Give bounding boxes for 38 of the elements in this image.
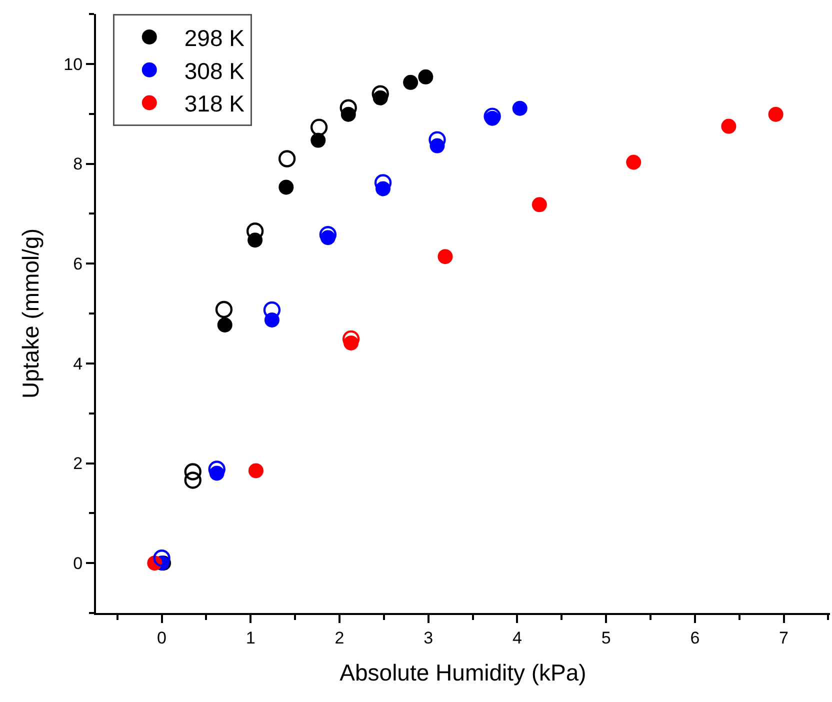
y-tick-label: 6 <box>73 254 83 274</box>
x-axis-title: Absolute Humidity (kPa) <box>340 660 586 686</box>
x-tick-label: 2 <box>334 628 344 648</box>
point <box>512 100 528 116</box>
point <box>278 180 294 195</box>
y-tick-label: 8 <box>73 154 83 174</box>
point <box>248 463 264 478</box>
point <box>438 249 453 264</box>
point <box>184 463 202 480</box>
legend-label: 318 K <box>184 90 246 117</box>
point <box>626 154 642 170</box>
point <box>215 300 233 318</box>
point <box>278 150 296 168</box>
point <box>310 132 326 148</box>
point <box>532 197 547 212</box>
legend-label: 308 K <box>184 58 246 84</box>
x-tick-label: 3 <box>424 628 434 648</box>
y-tick-label: 0 <box>73 554 83 574</box>
x-tick-label: 5 <box>601 628 611 648</box>
point <box>721 118 736 134</box>
y-tick-label: 2 <box>73 454 83 474</box>
point <box>153 549 170 567</box>
point <box>484 108 501 125</box>
legend-label: 298 K <box>184 24 246 51</box>
point <box>418 69 434 84</box>
point <box>217 317 232 332</box>
y-tick-label: 4 <box>73 354 83 374</box>
x-tick-label: 0 <box>157 628 166 648</box>
y-tick-label: 10 <box>64 54 83 74</box>
x-tick-label: 4 <box>512 628 522 648</box>
point <box>310 118 328 136</box>
point <box>403 74 418 90</box>
x-tick-label: 7 <box>779 628 789 648</box>
point <box>184 472 202 489</box>
point <box>768 106 784 122</box>
y-axis-title: Uptake (mmol/g) <box>18 228 44 398</box>
x-tick-label: 6 <box>690 628 700 648</box>
x-tick-label: 1 <box>246 628 256 648</box>
